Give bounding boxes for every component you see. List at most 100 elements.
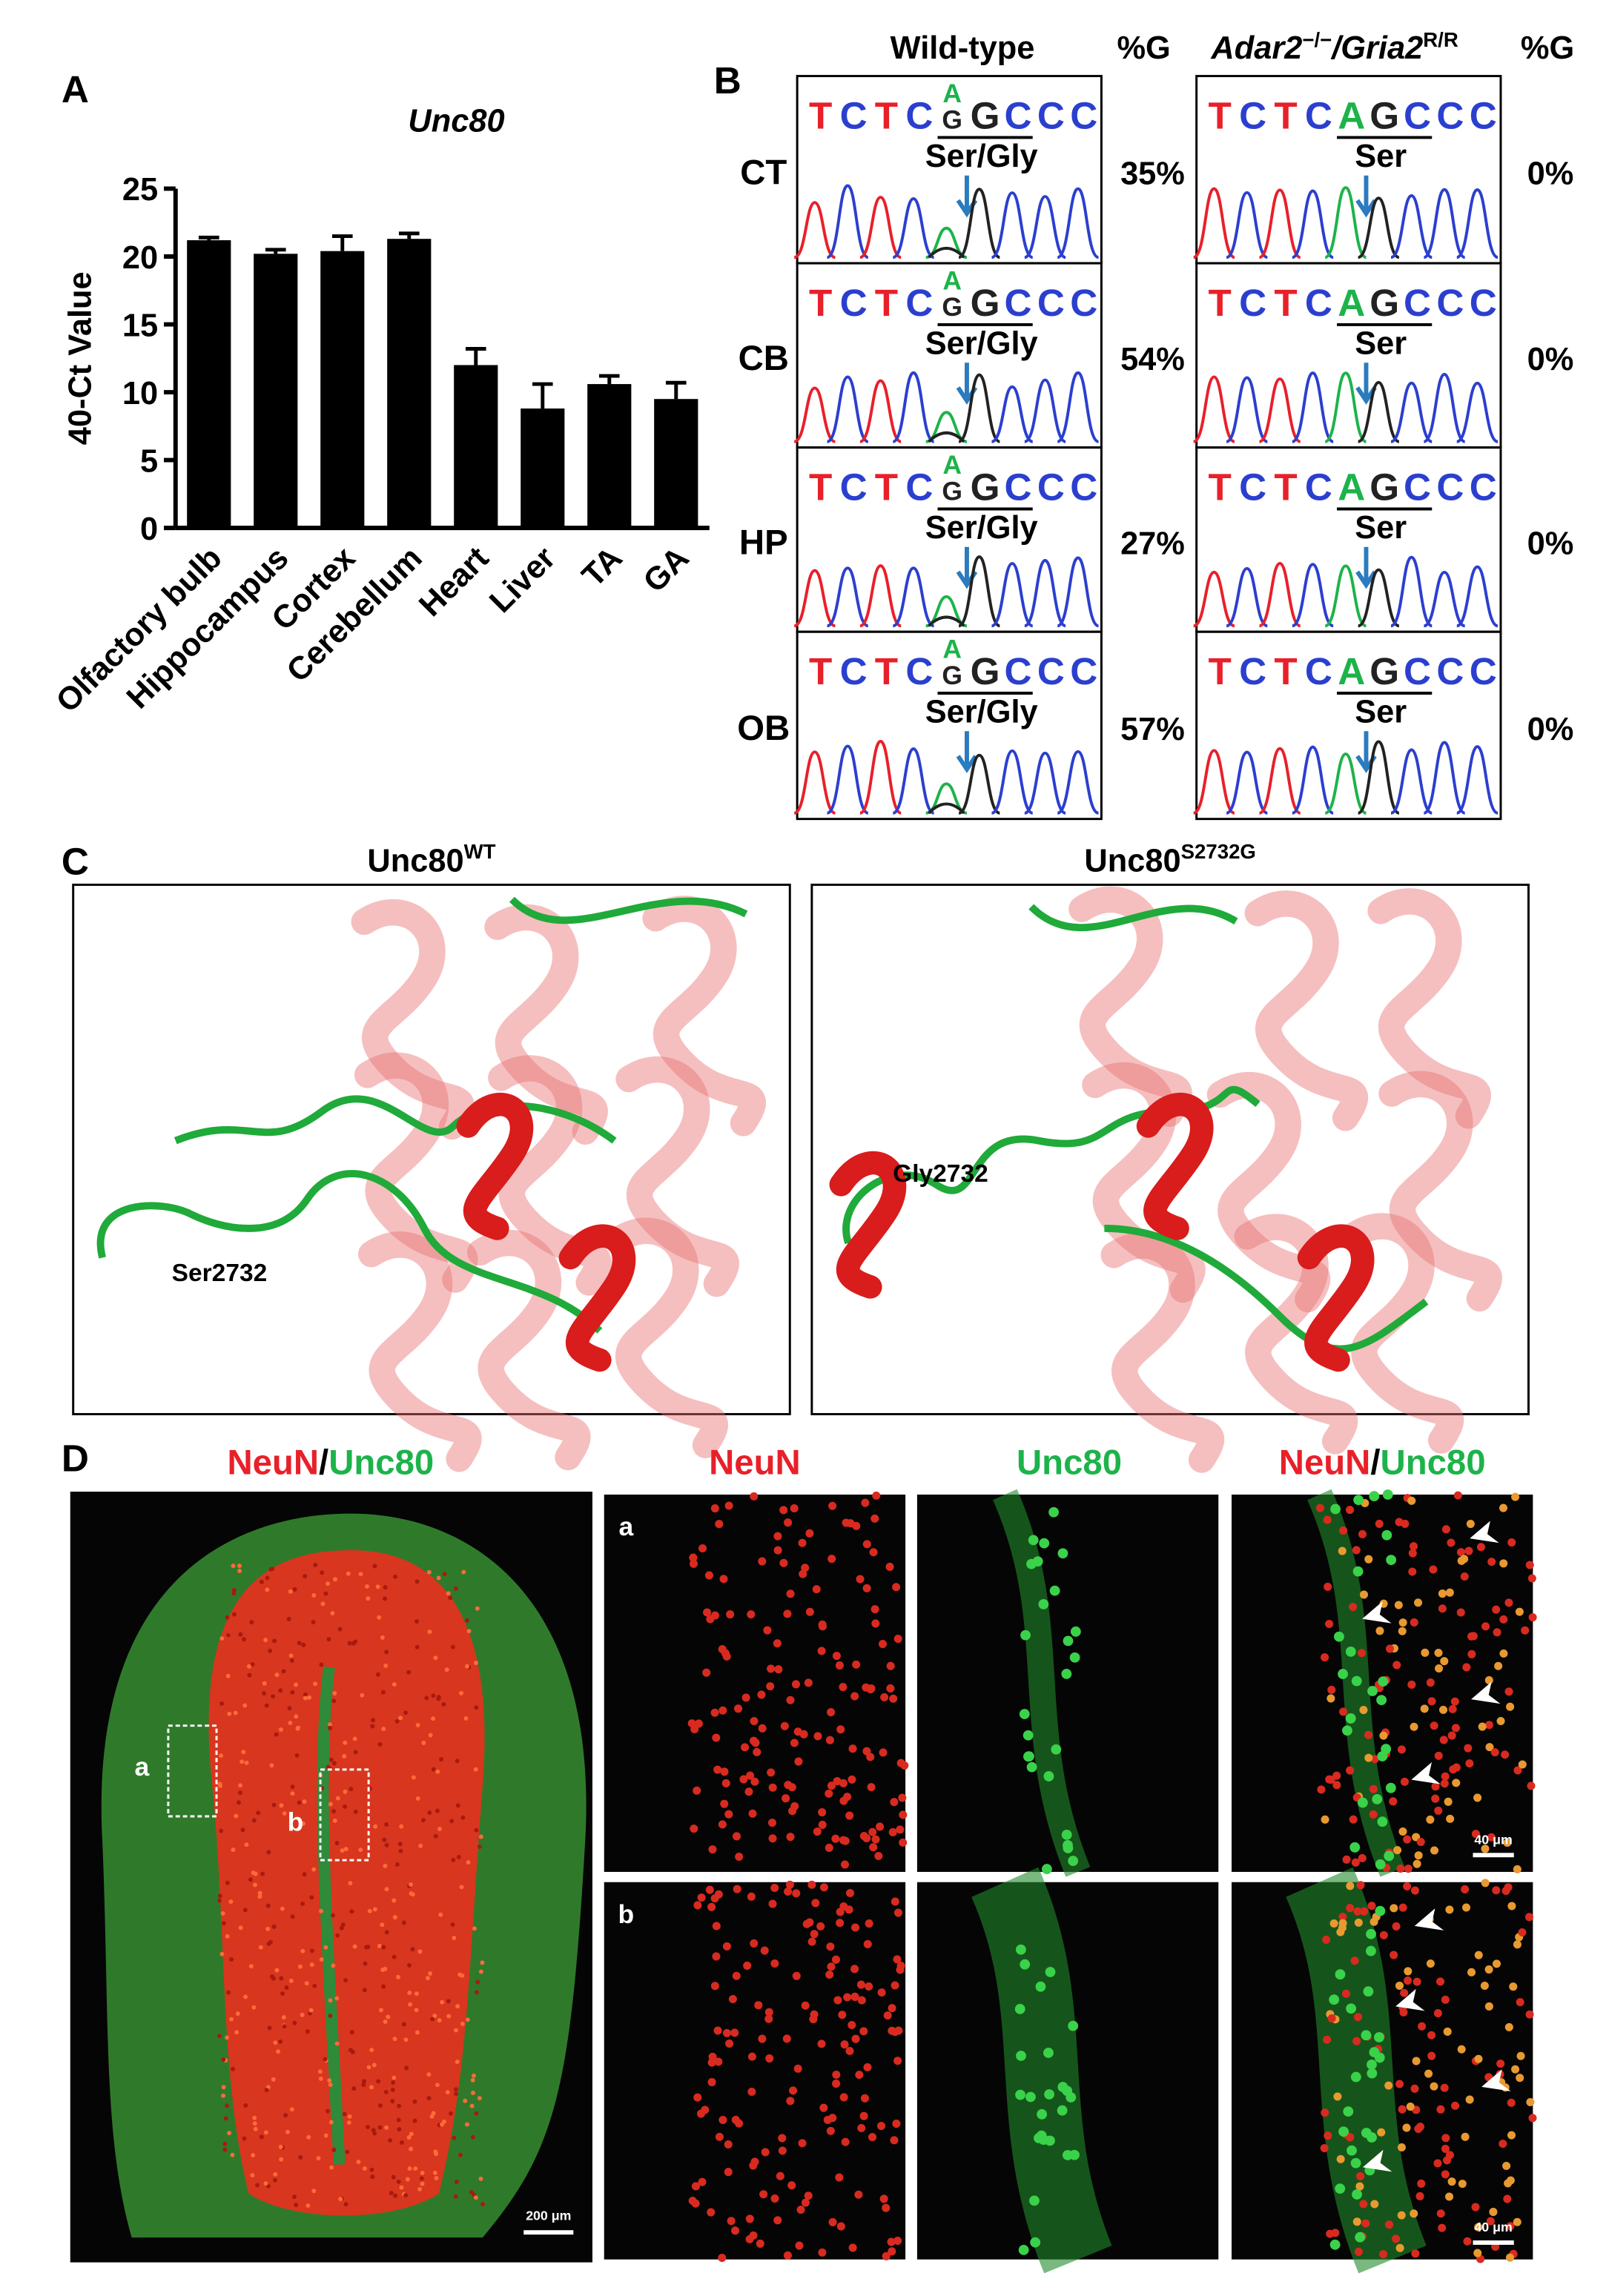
cell — [1358, 1797, 1368, 1808]
base: C — [1436, 650, 1464, 692]
cell — [818, 1808, 827, 1817]
error-bar — [265, 248, 286, 254]
cell — [848, 1744, 857, 1753]
cell — [707, 1902, 716, 1911]
base: C — [1070, 282, 1097, 324]
structure-frame — [72, 883, 791, 1415]
cell — [366, 1945, 371, 1950]
image-title: NeuN/Unc80 — [1279, 1443, 1486, 1482]
cell — [289, 2107, 294, 2112]
cell — [263, 2130, 268, 2135]
trace-peak — [925, 782, 968, 815]
cell — [802, 1919, 811, 1928]
cell — [1513, 2217, 1522, 2226]
helix-faded — [1378, 1071, 1502, 1312]
cell — [449, 1819, 455, 1824]
trace-peak — [793, 569, 836, 628]
cell — [319, 1662, 324, 1667]
cell — [334, 2041, 340, 2046]
cell — [827, 1781, 836, 1790]
cell — [722, 1942, 731, 1951]
cell — [371, 2062, 377, 2068]
base: C — [1070, 466, 1097, 509]
cell — [1061, 1829, 1072, 1840]
cell — [1436, 2209, 1445, 2218]
cell — [1420, 1704, 1429, 1713]
title-part: NeuN — [1279, 1443, 1371, 1482]
cell — [313, 1681, 318, 1687]
cell — [1043, 1771, 1054, 1781]
edited-base: A — [942, 450, 962, 480]
cell — [1332, 1781, 1341, 1790]
cell — [768, 1899, 777, 1908]
cell — [1390, 1904, 1398, 1913]
scale-bar — [523, 2230, 574, 2235]
cell — [773, 1639, 782, 1648]
trace-peak — [1258, 747, 1301, 815]
cell — [786, 1695, 795, 1704]
base: C — [1239, 282, 1266, 324]
cell — [1338, 1919, 1347, 1928]
cell — [871, 1619, 880, 1628]
trace-peak — [826, 566, 869, 628]
trace-peak — [1192, 570, 1235, 628]
cell — [833, 1777, 842, 1786]
cell — [294, 2203, 299, 2208]
cell — [886, 1661, 895, 1670]
cell — [1496, 1716, 1505, 1726]
cell — [238, 1783, 243, 1788]
cell — [896, 1825, 905, 1834]
cell — [288, 1589, 293, 1594]
cell — [1507, 2131, 1516, 2140]
cell — [817, 1647, 826, 1655]
cell — [1352, 1566, 1364, 1577]
cell — [274, 1673, 280, 1678]
cell — [845, 1888, 855, 1897]
cell — [850, 1692, 859, 1701]
cell — [381, 1984, 386, 1989]
cell — [823, 2115, 832, 2125]
cell — [790, 1738, 799, 1747]
cell — [335, 1933, 340, 1938]
cell — [458, 2152, 463, 2157]
cell — [231, 1847, 236, 1853]
helix-faded — [615, 1056, 739, 1297]
trace-peak — [991, 191, 1034, 259]
cell — [303, 1574, 308, 1579]
scale-bar — [1473, 1853, 1514, 1858]
cell — [259, 2134, 264, 2140]
cell — [868, 2133, 877, 2142]
cell — [311, 1592, 317, 1598]
cell — [757, 1690, 766, 1699]
cell — [229, 2017, 234, 2022]
cell — [1481, 1622, 1490, 1631]
cell — [793, 2064, 802, 2073]
cell — [1410, 2084, 1419, 2093]
cell — [835, 1661, 844, 1670]
base: C — [1037, 282, 1065, 324]
cell — [478, 2177, 483, 2181]
cell — [318, 2077, 323, 2081]
cell — [429, 2114, 435, 2119]
trace-peak — [1357, 568, 1400, 628]
cell — [330, 1611, 335, 1616]
cell — [285, 2129, 290, 2134]
cell — [1400, 1777, 1409, 1786]
cell — [1029, 2195, 1040, 2206]
cell — [288, 1721, 293, 1725]
cell — [845, 1811, 854, 1820]
cell — [384, 1930, 389, 1935]
cell — [1327, 2014, 1336, 2023]
panel-label: C — [62, 841, 89, 883]
cell — [369, 2085, 374, 2090]
cell — [718, 1820, 727, 1829]
cell — [1487, 1558, 1496, 1566]
cell — [801, 2001, 810, 2010]
cell — [426, 1976, 430, 1981]
cell — [1438, 1705, 1448, 1714]
cell — [1355, 2232, 1366, 2243]
cell — [1480, 1981, 1489, 1991]
base: C — [905, 466, 933, 509]
cell — [234, 2030, 239, 2035]
